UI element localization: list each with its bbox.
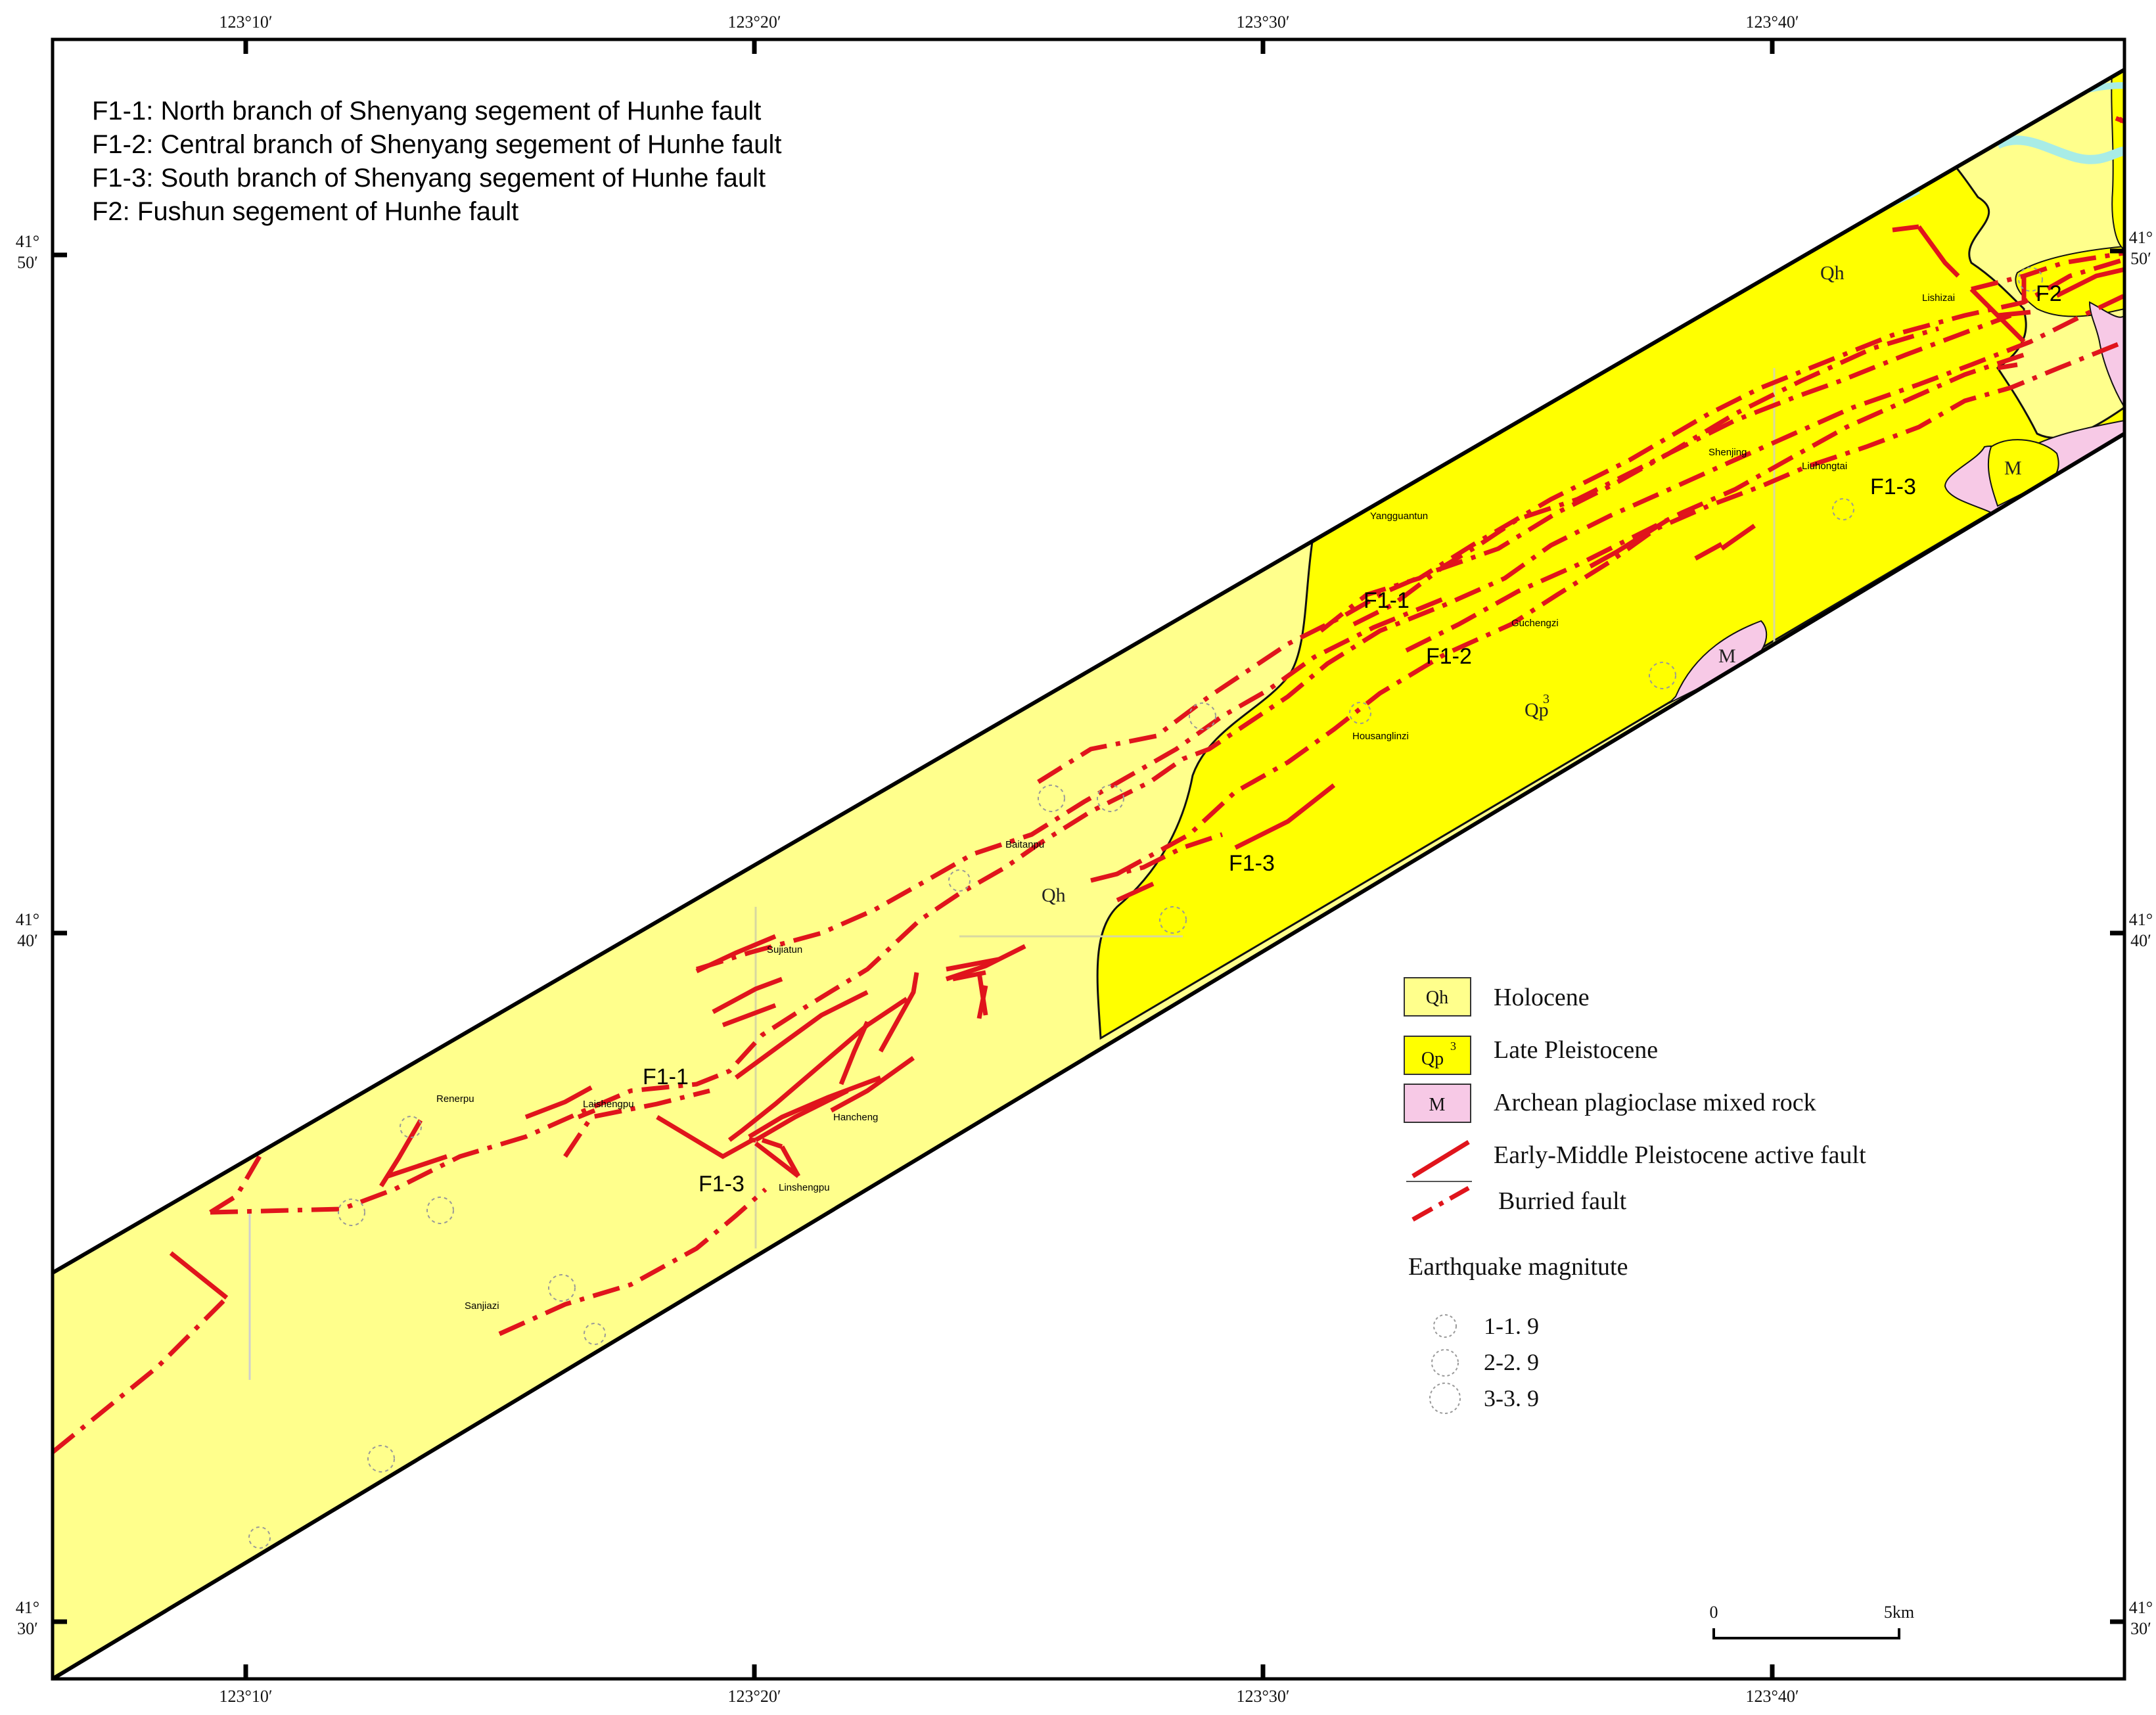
longitude-label: 123°40′ xyxy=(1745,1687,1799,1706)
unit-label-m: M xyxy=(1718,645,1736,667)
place-label: Hancheng xyxy=(833,1112,878,1123)
place-label: Housanglinzi xyxy=(1352,731,1409,742)
earthquake-symbol-small xyxy=(1433,1314,1457,1338)
place-label: Guchengzi xyxy=(1511,618,1559,629)
scale-start-label: 0 xyxy=(1710,1603,1718,1622)
place-label: Renerpu xyxy=(436,1093,474,1105)
longitude-label: 123°20′ xyxy=(727,12,781,32)
legend: Qh Holocene Qp 3 Late Pleistocene M Arch… xyxy=(1404,977,1866,1414)
active-faults xyxy=(169,116,2124,1300)
longitude-labels-top: 123°10′ 123°20′ 123°30′ 123°40′ xyxy=(219,12,1799,32)
map-frame xyxy=(51,37,2126,1681)
legend-active-fault-symbol xyxy=(1411,1140,1470,1178)
legend-symbol-sup: 3 xyxy=(1450,1040,1456,1053)
header-line: F1-2: Central branch of Shenyang segemen… xyxy=(92,130,782,159)
river-1 xyxy=(1995,135,2124,164)
place-label: Yangguantun xyxy=(1370,511,1428,522)
fault-labels: F2 F1-3 F1-1 F1-2 F1-3 F1-1 F1-3 xyxy=(643,281,2062,1197)
legend-swatch-late-pleistocene xyxy=(1404,1036,1471,1075)
place-label: Sanjiazi xyxy=(465,1300,499,1312)
latitude-label: 40′ xyxy=(17,931,38,950)
latitude-label: 30′ xyxy=(2130,1619,2151,1638)
fault-label-f1-3: F1-3 xyxy=(1870,474,1916,499)
fault-label-f1-1: F1-1 xyxy=(1364,588,1410,613)
latitude-label: 30′ xyxy=(17,1619,38,1638)
fault-label-f1-1: F1-1 xyxy=(643,1064,689,1089)
late-pleistocene-corner xyxy=(2111,70,2124,251)
header-line: F2: Fushun segement of Hunhe fault xyxy=(92,197,518,226)
strip-boundary-south xyxy=(51,432,2126,1681)
longitude-label: 123°30′ xyxy=(1236,1687,1289,1706)
latitude-label: 41° xyxy=(16,1598,39,1617)
strip-boundary-north xyxy=(51,68,2126,1275)
latitude-labels-left: 41° 50′ 41° 40′ 41° 30′ xyxy=(16,232,39,1638)
place-label: Laishengpu xyxy=(583,1099,634,1110)
longitude-label: 123°10′ xyxy=(219,1687,272,1706)
earthquake-class-label: 2-2. 9 xyxy=(1484,1349,1539,1375)
place-label: Liuhongtai xyxy=(1802,461,1847,472)
legend-label: Late Pleistocene xyxy=(1494,1036,1658,1064)
legend-symbol: Qp xyxy=(1421,1049,1444,1069)
unit-label-qh: Qh xyxy=(1042,884,1066,906)
archean-patch-3 xyxy=(2088,301,2124,410)
legend-label: Holocene xyxy=(1494,984,1590,1011)
latitude-labels-right: 41° 50′ 41° 40′ 41° 30′ xyxy=(2129,228,2153,1638)
earthquake-symbol-large xyxy=(1429,1383,1461,1414)
place-label: Lishizai xyxy=(1922,292,1955,304)
scale-end-label: 5km xyxy=(1884,1603,1914,1622)
earthquake-legend-title: Earthquake magnitute xyxy=(1408,1253,1628,1281)
place-labels: Lishizai Shenjing Liuhongtai Yangguantun… xyxy=(436,292,1955,1312)
tick-marks xyxy=(53,39,2124,1679)
header-line: F1-1: North branch of Shenyang segement … xyxy=(92,97,761,126)
fault-label-f1-2: F1-2 xyxy=(1426,644,1472,669)
place-label: Linshengpu xyxy=(779,1182,830,1193)
earthquake-class-label: 3-3. 9 xyxy=(1484,1385,1539,1411)
fault-label-f1-3: F1-3 xyxy=(699,1172,745,1197)
place-label: Baitanpu xyxy=(1005,839,1044,850)
legend-burried-fault-symbol xyxy=(1411,1185,1470,1222)
scale-bar: 0 5km xyxy=(1710,1603,1914,1639)
legend-label: Early-Middle Pleistocene active fault xyxy=(1494,1141,1866,1169)
legend-swatch-holocene xyxy=(1404,977,1471,1017)
legend-label: Archean plagioclase mixed rock xyxy=(1494,1089,1816,1116)
place-label: Sujiatun xyxy=(767,944,802,955)
unit-label-m: M xyxy=(2004,457,2022,479)
latitude-label: 40′ xyxy=(2130,931,2151,950)
legend-symbol: M xyxy=(1429,1095,1446,1115)
unit-labels: Qh Qp 3 M M Qh xyxy=(1042,262,2022,906)
longitude-label: 123°30′ xyxy=(1236,12,1289,32)
latitude-label: 41° xyxy=(16,232,39,251)
fault-label-f1-3: F1-3 xyxy=(1229,851,1275,876)
fault-key-header: F1-1: North branch of Shenyang segement … xyxy=(92,97,782,226)
unit-label-qp: Qp xyxy=(1525,699,1549,721)
longitude-labels-bottom: 123°10′ 123°20′ 123°30′ 123°40′ xyxy=(219,1687,1799,1706)
unit-label-qp-sup: 3 xyxy=(1543,692,1549,706)
latitude-label: 41° xyxy=(2129,910,2153,929)
unit-label-qh: Qh xyxy=(1820,262,1845,284)
longitude-label: 123°40′ xyxy=(1745,12,1799,32)
place-label: Shenjing xyxy=(1709,447,1747,458)
latitude-label: 41° xyxy=(2129,1598,2153,1617)
longitude-label: 123°20′ xyxy=(727,1687,781,1706)
header-line: F1-3: South branch of Shenyang segement … xyxy=(92,164,766,193)
earthquake-epicenters xyxy=(248,267,2043,1549)
earthquake-symbol-medium xyxy=(1431,1349,1459,1377)
latitude-label: 50′ xyxy=(2130,249,2151,268)
legend-symbol: Qh xyxy=(1426,988,1448,1008)
latitude-label: 41° xyxy=(2129,228,2153,247)
latitude-label: 50′ xyxy=(17,253,38,272)
legend-swatch-archean xyxy=(1404,1084,1471,1123)
earthquake-class-label: 1-1. 9 xyxy=(1484,1313,1539,1339)
longitude-label: 123°10′ xyxy=(219,12,272,32)
fault-label-f2: F2 xyxy=(2036,281,2062,306)
latitude-label: 41° xyxy=(16,910,39,929)
legend-label: Burried fault xyxy=(1498,1187,1627,1215)
